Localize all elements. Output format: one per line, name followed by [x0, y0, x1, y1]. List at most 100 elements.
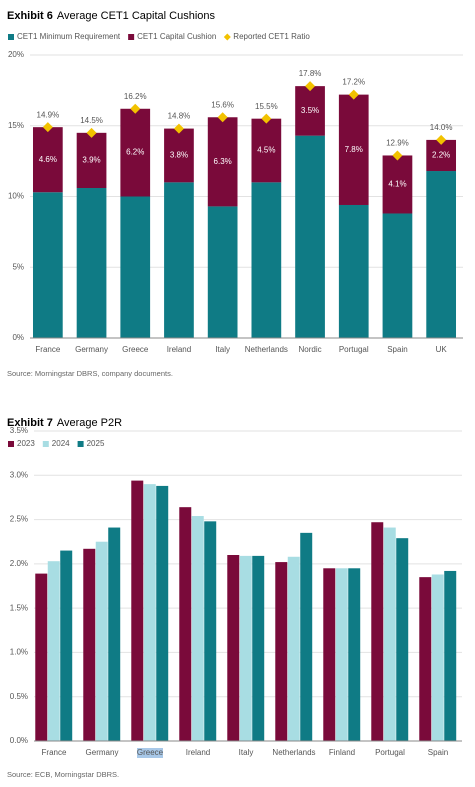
- y-tick-label: 0.5%: [10, 692, 28, 701]
- ratio-marker: [261, 113, 272, 124]
- ratio-marker: [42, 122, 53, 133]
- bar: [419, 577, 432, 741]
- x-tick-label: Ireland: [167, 345, 191, 354]
- legend-swatch: [77, 441, 84, 447]
- x-tick-label: Italy: [239, 748, 254, 757]
- x-tick-label: Ireland: [186, 748, 210, 757]
- bar: [239, 555, 252, 741]
- ratio-marker: [348, 89, 359, 100]
- bar-segment: [295, 135, 325, 338]
- bar: [323, 568, 336, 741]
- bar: [300, 532, 313, 741]
- bar: [60, 550, 73, 741]
- bar-segment: [32, 127, 63, 193]
- bar: [156, 485, 169, 741]
- x-tick-label: Portugal: [339, 345, 369, 354]
- bar: [275, 562, 288, 741]
- bar: [252, 555, 265, 741]
- x-tick-label: Germany: [86, 748, 119, 757]
- bar: [179, 507, 192, 741]
- bar: [287, 556, 300, 741]
- data-label: 2.2%: [432, 151, 450, 160]
- source: Source: ECB, Morningstar DBRS.: [7, 770, 119, 779]
- bar: [431, 574, 444, 741]
- bar-segment: [251, 182, 282, 338]
- legend-label: CET1 Minimum Requirement: [17, 32, 121, 41]
- bar: [444, 570, 457, 741]
- y-tick-label: 1.0%: [10, 648, 28, 657]
- y-tick-label: 20%: [8, 50, 24, 59]
- ratio-marker: [392, 150, 403, 161]
- chart-title-label: Exhibit 7: [7, 417, 53, 429]
- bar-segment: [164, 128, 194, 183]
- bar: [227, 555, 240, 741]
- data-label: 17.2%: [342, 78, 365, 87]
- y-tick-label: 15%: [8, 121, 24, 130]
- data-label: 4.1%: [388, 180, 406, 189]
- chart-title-label: Exhibit 6: [7, 10, 53, 22]
- data-label: 3.9%: [82, 156, 100, 165]
- bar: [108, 527, 121, 741]
- x-tick-label: France: [42, 748, 67, 757]
- legend-swatch: [128, 34, 135, 40]
- bar-segment: [338, 94, 369, 205]
- bar: [95, 541, 108, 741]
- bar-segment: [76, 132, 107, 189]
- data-label: 17.8%: [299, 69, 322, 78]
- ratio-marker: [217, 112, 228, 123]
- ratio-marker: [436, 134, 447, 145]
- ratio-marker: [173, 123, 184, 134]
- x-tick-label: Greece: [137, 748, 164, 757]
- bar-segment: [295, 86, 325, 136]
- legend-label: CET1 Capital Cushion: [137, 32, 216, 41]
- y-tick-label: 10%: [8, 192, 24, 201]
- bar: [131, 480, 144, 741]
- y-tick-label: 2.5%: [10, 515, 28, 524]
- bar-segment: [76, 188, 107, 338]
- legend-label: 2024: [52, 439, 70, 448]
- data-label: 12.9%: [386, 139, 409, 148]
- highlight: [137, 748, 163, 758]
- bar-segment: [207, 206, 238, 338]
- bar-segment: [164, 182, 194, 338]
- x-tick-label: Nordic: [298, 345, 321, 354]
- data-label: 3.5%: [301, 106, 319, 115]
- bar: [371, 522, 384, 741]
- bar-segment: [120, 108, 151, 197]
- x-tick-label: Spain: [428, 748, 448, 757]
- data-label: 7.8%: [345, 145, 363, 154]
- legend-swatch: [223, 33, 231, 41]
- data-label: 3.8%: [170, 151, 188, 160]
- y-tick-label: 0%: [12, 333, 24, 342]
- data-label: 4.5%: [257, 146, 275, 155]
- legend-label: 2025: [87, 439, 105, 448]
- bar: [35, 573, 48, 741]
- y-tick-label: 3.5%: [10, 426, 28, 435]
- x-tick-label: Greece: [122, 345, 149, 354]
- bar: [348, 568, 361, 741]
- bar-segment: [382, 213, 413, 338]
- x-tick-label: Spain: [387, 345, 407, 354]
- chart-title: Average P2R: [57, 417, 122, 429]
- data-label: 14.8%: [168, 112, 191, 121]
- ratio-marker: [305, 81, 316, 92]
- bar-segment: [338, 204, 369, 338]
- x-tick-label: Italy: [215, 345, 230, 354]
- x-tick-label: Netherlands: [245, 345, 288, 354]
- legend-swatch: [8, 34, 14, 40]
- bar-segment: [32, 192, 63, 338]
- bar-segment: [426, 139, 457, 172]
- x-tick-label: Finland: [329, 748, 355, 757]
- x-tick-label: Germany: [75, 345, 108, 354]
- bar-segment: [426, 171, 457, 338]
- y-tick-label: 5%: [12, 262, 24, 271]
- data-label: 14.9%: [37, 110, 60, 119]
- x-tick-label: UK: [436, 345, 448, 354]
- legend-label: Reported CET1 Ratio: [233, 32, 310, 41]
- bar: [335, 568, 348, 741]
- source: Source: Morningstar DBRS, company docume…: [7, 369, 173, 378]
- data-label: 15.6%: [211, 100, 234, 109]
- legend-swatch: [42, 441, 49, 447]
- bar-segment: [251, 118, 282, 183]
